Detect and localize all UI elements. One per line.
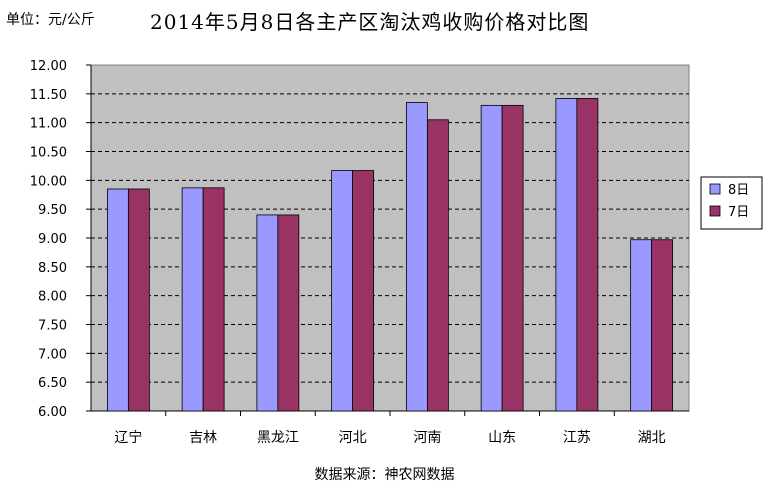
- bar-7日-河南: [426, 119, 449, 412]
- bar-7日-江苏: [576, 98, 599, 412]
- legend-swatch-8日: [709, 183, 721, 195]
- x-tick-label: 黑龙江: [257, 430, 299, 446]
- source-label: 数据来源：神农网数据: [314, 467, 455, 483]
- plot-area: [90, 64, 690, 412]
- y-tick-label: 12.00: [30, 59, 67, 74]
- bar-8日-黑龙江: [256, 214, 279, 412]
- legend-box: [700, 176, 763, 230]
- y-tick-label: 9.50: [38, 203, 67, 218]
- x-tick-label: 河北: [339, 430, 367, 446]
- x-tick-label: 吉林: [189, 430, 217, 446]
- chart-title: 2014年5月8日各主产区淘汰鸡收购价格对比图: [150, 10, 590, 34]
- bar-8日-河北: [331, 170, 354, 412]
- unit-label: 单位：元/公斤: [6, 12, 95, 28]
- bar-8日-湖北: [630, 239, 653, 412]
- y-tick-label: 9.00: [38, 232, 67, 247]
- y-tick-label: 10.50: [30, 146, 67, 161]
- bar-7日-山东: [501, 104, 524, 412]
- y-tick-label: 8.50: [38, 261, 67, 276]
- x-tick-label: 河南: [413, 430, 441, 446]
- bar-7日-湖北: [651, 239, 674, 412]
- bar-7日-黑龙江: [277, 214, 300, 412]
- legend-label: 8日: [728, 183, 749, 198]
- y-tick-label: 11.50: [30, 88, 67, 103]
- bar-8日-辽宁: [106, 188, 129, 412]
- y-tick-label: 10.00: [30, 174, 67, 189]
- bar-8日-河南: [405, 102, 428, 412]
- y-tick-label: 6.50: [38, 376, 67, 391]
- bar-7日-吉林: [202, 187, 225, 412]
- bar-8日-吉林: [181, 187, 204, 412]
- x-tick-label: 山东: [488, 430, 516, 446]
- y-tick-label: 11.00: [30, 117, 67, 132]
- y-tick-label: 8.00: [38, 290, 67, 305]
- x-tick-label: 江苏: [563, 430, 591, 446]
- y-tick-label: 6.00: [38, 405, 67, 420]
- bar-8日-山东: [480, 104, 503, 412]
- legend-label: 7日: [728, 205, 749, 220]
- bar-8日-江苏: [555, 98, 578, 412]
- bar-7日-辽宁: [127, 188, 150, 412]
- y-tick-label: 7.50: [38, 319, 67, 334]
- x-tick-label: 辽宁: [114, 429, 142, 446]
- y-tick-label: 7.00: [38, 347, 67, 362]
- legend-swatch-7日: [709, 205, 721, 217]
- bar-7日-河北: [352, 170, 375, 412]
- x-tick-label: 湖北: [638, 430, 666, 446]
